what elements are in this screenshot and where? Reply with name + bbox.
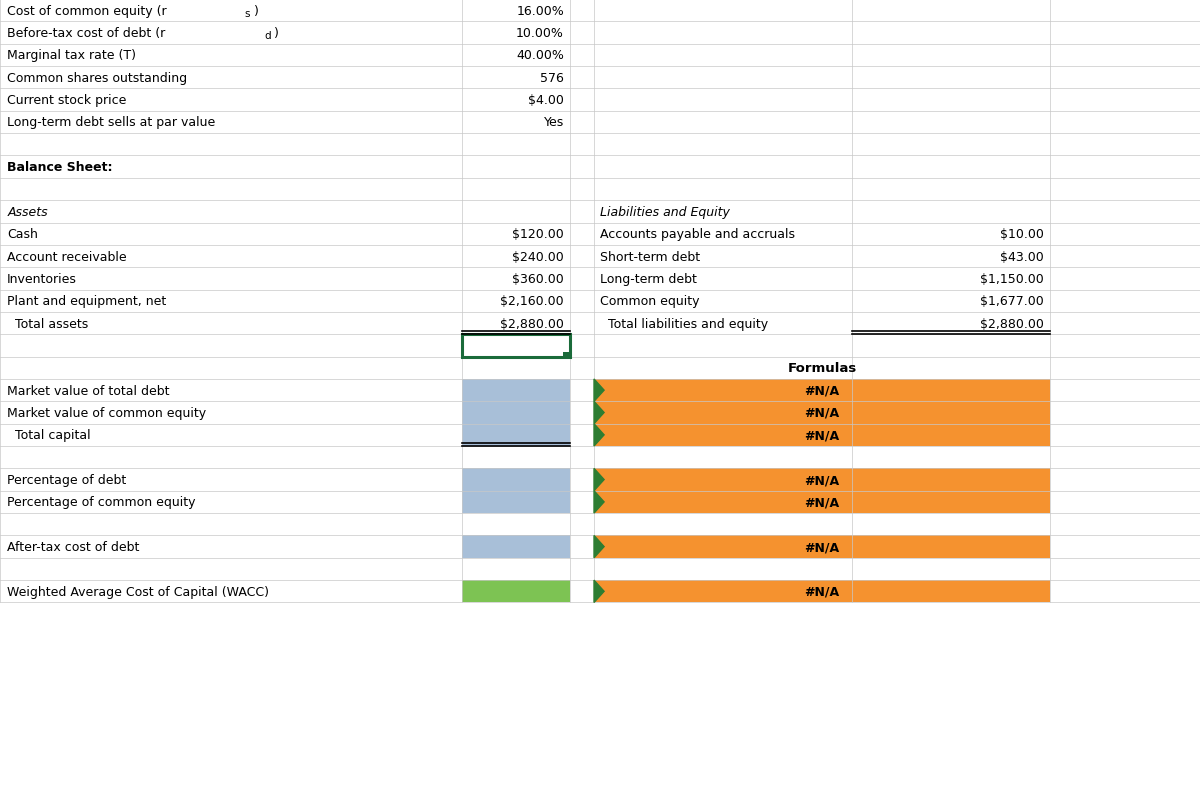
Text: $10.00: $10.00: [1000, 228, 1044, 241]
Polygon shape: [594, 581, 604, 603]
Text: #N/A: #N/A: [804, 384, 840, 397]
Text: ): ): [274, 27, 278, 40]
Text: Short-term debt: Short-term debt: [600, 251, 700, 263]
Polygon shape: [594, 424, 604, 446]
Text: Liabilities and Equity: Liabilities and Equity: [600, 206, 730, 218]
Text: #N/A: #N/A: [804, 429, 840, 442]
Text: #N/A: #N/A: [804, 474, 840, 487]
Text: $43.00: $43.00: [1001, 251, 1044, 263]
Text: Percentage of common equity: Percentage of common equity: [7, 495, 196, 509]
Polygon shape: [594, 380, 604, 402]
Text: Formulas: Formulas: [787, 362, 857, 375]
Text: Plant and equipment, net: Plant and equipment, net: [7, 295, 167, 308]
Text: 576: 576: [540, 71, 564, 84]
Text: s: s: [245, 9, 251, 18]
Bar: [462, 536, 570, 558]
Bar: [594, 536, 1050, 558]
Text: Marginal tax rate (T): Marginal tax rate (T): [7, 49, 137, 63]
Text: $2,880.00: $2,880.00: [980, 317, 1044, 330]
Bar: [462, 380, 570, 402]
Text: #N/A: #N/A: [804, 540, 840, 553]
Bar: [462, 469, 570, 491]
Text: Market value of common equity: Market value of common equity: [7, 406, 206, 419]
Text: #N/A: #N/A: [804, 406, 840, 419]
Bar: [594, 491, 1050, 513]
Text: #N/A: #N/A: [804, 585, 840, 598]
Bar: [594, 469, 1050, 491]
Bar: [462, 491, 570, 513]
Text: Yes: Yes: [544, 116, 564, 129]
Polygon shape: [594, 469, 604, 491]
Text: ): ): [254, 5, 259, 18]
Text: Balance Sheet:: Balance Sheet:: [7, 161, 113, 174]
Text: d: d: [264, 31, 271, 41]
Bar: [462, 402, 570, 424]
Bar: [594, 581, 1050, 603]
Text: $2,880.00: $2,880.00: [500, 317, 564, 330]
Text: $120.00: $120.00: [512, 228, 564, 241]
Text: Before-tax cost of debt (r: Before-tax cost of debt (r: [7, 27, 166, 40]
Text: Cash: Cash: [7, 228, 38, 241]
Polygon shape: [594, 536, 604, 558]
Bar: [594, 424, 1050, 446]
Text: $240.00: $240.00: [512, 251, 564, 263]
Text: Percentage of debt: Percentage of debt: [7, 474, 126, 487]
Bar: [594, 402, 1050, 424]
Bar: [462, 581, 570, 603]
Bar: [462, 335, 570, 357]
Bar: [594, 380, 1050, 402]
Text: Account receivable: Account receivable: [7, 251, 127, 263]
Text: 40.00%: 40.00%: [516, 49, 564, 63]
Text: 16.00%: 16.00%: [516, 5, 564, 18]
Text: Total assets: Total assets: [7, 317, 89, 330]
Text: Cost of common equity (r: Cost of common equity (r: [7, 5, 167, 18]
Text: 10.00%: 10.00%: [516, 27, 564, 40]
Bar: [462, 424, 570, 446]
Text: Common shares outstanding: Common shares outstanding: [7, 71, 187, 84]
Text: $360.00: $360.00: [512, 272, 564, 286]
Text: Market value of total debt: Market value of total debt: [7, 384, 169, 397]
Text: Long-term debt: Long-term debt: [600, 272, 697, 286]
Text: Total liabilities and equity: Total liabilities and equity: [600, 317, 768, 330]
Text: Total capital: Total capital: [7, 429, 91, 442]
Text: Current stock price: Current stock price: [7, 94, 126, 107]
Text: $1,677.00: $1,677.00: [980, 295, 1044, 308]
Text: Inventories: Inventories: [7, 272, 77, 286]
Text: Assets: Assets: [7, 206, 48, 218]
Text: Accounts payable and accruals: Accounts payable and accruals: [600, 228, 796, 241]
Text: After-tax cost of debt: After-tax cost of debt: [7, 540, 139, 553]
Text: Common equity: Common equity: [600, 295, 700, 308]
Text: $2,160.00: $2,160.00: [500, 295, 564, 308]
Bar: [563, 353, 570, 357]
Polygon shape: [594, 402, 604, 424]
Text: Weighted Average Cost of Capital (WACC): Weighted Average Cost of Capital (WACC): [7, 585, 269, 598]
Text: $4.00: $4.00: [528, 94, 564, 107]
Polygon shape: [594, 491, 604, 513]
Text: #N/A: #N/A: [804, 495, 840, 509]
Text: $1,150.00: $1,150.00: [980, 272, 1044, 286]
Text: Long-term debt sells at par value: Long-term debt sells at par value: [7, 116, 216, 129]
